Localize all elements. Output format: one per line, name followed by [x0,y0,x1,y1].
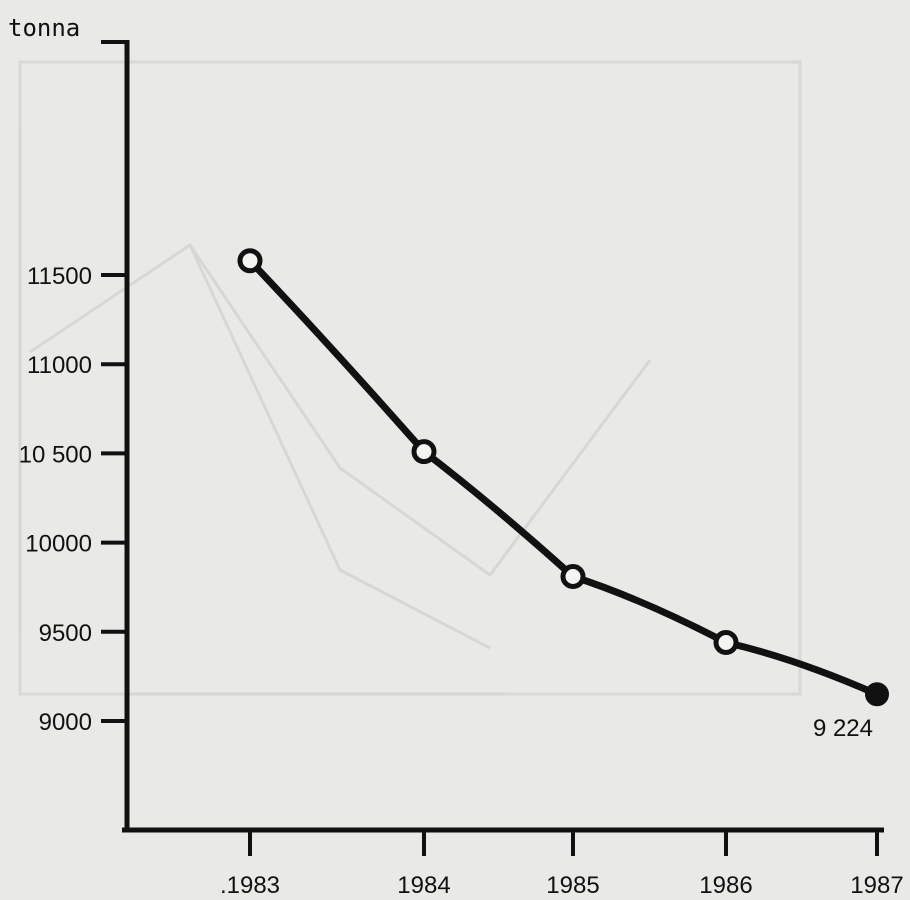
series-line [246,257,881,698]
y-axis: tonna [8,14,130,832]
data-points [237,248,889,707]
x-tick-label: 1985 [546,872,599,899]
x-tick-label: 1986 [699,872,752,899]
x-tick-label: .1983 [220,872,280,899]
data-point [560,563,586,589]
y-tick-label: 11000 [27,352,92,379]
y-ticks: 9000 9500 10000 10 500 11000 11500 [19,40,127,736]
y-tick-label: 11500 [27,263,92,290]
data-point-filled [865,682,889,707]
x-ticks: .1983 1984 1985 1986 1987 [220,830,904,899]
annotations: 9 224 [813,715,873,742]
y-tick-label: 9000 [39,709,92,736]
y-tick-label: 10 500 [19,441,92,468]
data-point [713,630,739,656]
data-point [411,439,437,465]
x-tick-label: 1984 [397,872,450,899]
y-tick-label: 10000 [25,531,92,558]
data-point [237,248,263,274]
y-axis-title: tonna [8,14,80,42]
y-tick-label: 9500 [39,620,92,647]
x-tick-label: 1987 [850,872,903,899]
bleed-through-artifact [18,60,802,696]
data-label: 9 224 [813,715,873,742]
